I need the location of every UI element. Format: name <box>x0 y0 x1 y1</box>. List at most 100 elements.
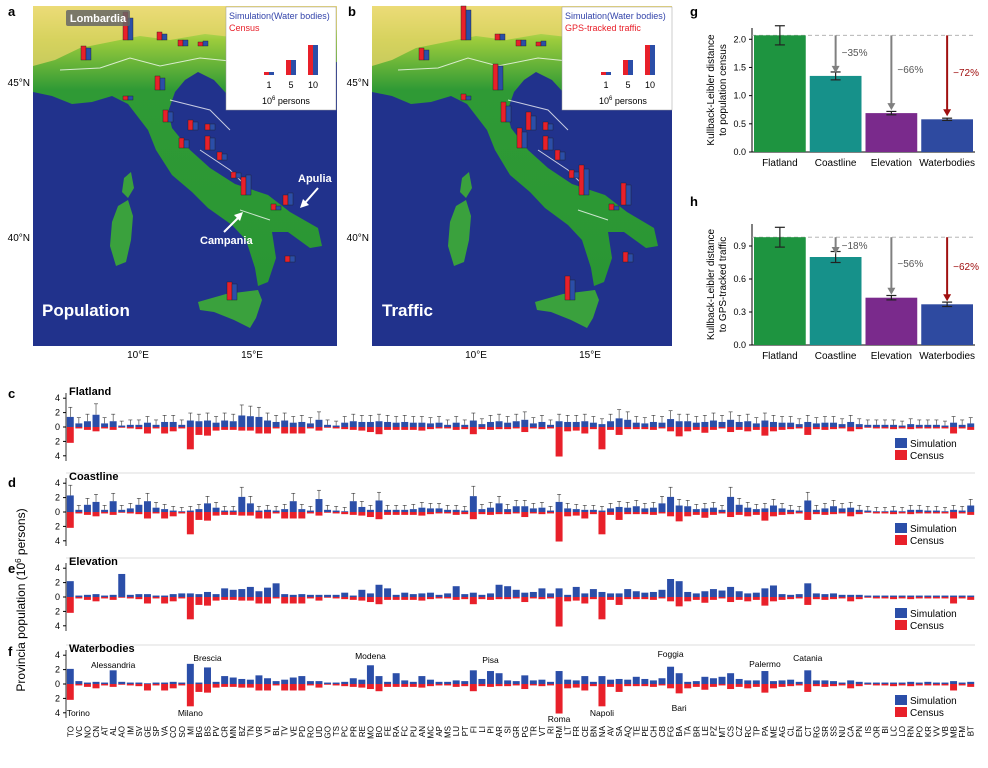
xtick-VI: VI <box>264 726 273 734</box>
sim-bar-VI <box>264 420 272 427</box>
census-bar-BR <box>692 427 700 430</box>
xtick-CA: CA <box>847 725 856 737</box>
sim-bar-MS <box>444 509 452 512</box>
census-bar-PR <box>349 684 357 687</box>
census-bar-AQ <box>624 597 632 600</box>
census-bar-MS <box>444 597 452 599</box>
xtick-UD: UD <box>315 726 324 738</box>
sim-bar-RA <box>392 673 400 684</box>
census-bar-PE <box>641 684 649 687</box>
census-bar-BS <box>204 597 211 606</box>
sim-bar-FC <box>401 509 409 512</box>
census-bar-BT <box>967 597 975 600</box>
census-bar-FR <box>572 597 580 601</box>
xtick-CO: CO <box>169 726 178 738</box>
sim-bar-NU <box>838 424 846 427</box>
map-b-scale-1: 1 <box>603 80 608 90</box>
sim-bar-LE <box>701 421 709 427</box>
sim-bar-CA <box>847 421 855 427</box>
sim-bar-UD <box>315 419 323 427</box>
census-bar-SA <box>615 597 623 605</box>
map-b-traffic-bar <box>564 275 571 301</box>
census-bar-PR <box>349 597 357 600</box>
sim-bar-SV <box>135 594 143 597</box>
sim-bar-CH <box>649 507 657 512</box>
sim-bar-MT <box>718 676 726 684</box>
census-bar-VB <box>941 512 949 514</box>
census-bar-MC <box>426 512 434 515</box>
xtick-RN: RN <box>907 726 916 738</box>
sim-bar-ME <box>769 421 777 427</box>
sim-bar-CT <box>804 421 812 427</box>
kl-h-reduction-label: −18% <box>842 241 868 252</box>
sim-bar-IM <box>126 508 134 512</box>
census-bar-TS <box>332 684 340 686</box>
xtick-VE: VE <box>289 726 298 737</box>
census-bar-CL <box>787 427 795 430</box>
census-bar-BN <box>589 597 597 600</box>
census-bar-LU <box>452 684 460 687</box>
census-bar-LU <box>452 427 460 430</box>
city-label-napoli: Napoli <box>590 708 614 718</box>
census-bar-VR <box>255 427 263 434</box>
census-bar-LE <box>701 597 709 603</box>
sim-bar-LI <box>478 594 486 597</box>
census-bar-NU <box>838 427 846 429</box>
sim-bar-TA <box>684 681 692 684</box>
xtick-SS: SS <box>830 726 839 737</box>
census-bar-PA <box>761 597 769 606</box>
kl-h-ylabel-line2: to GPS-tracked traffic <box>718 237 729 332</box>
sim-bar-PC <box>341 422 349 427</box>
row-ytick-label: 4 <box>55 478 60 488</box>
kl-h-xtick-label: Elevation <box>871 351 912 362</box>
sim-bar-MB <box>950 422 958 427</box>
map-b-sim-bar <box>547 137 554 151</box>
census-bar-GO <box>324 512 332 513</box>
sim-bar-GO <box>324 682 332 684</box>
sim-bar-KR <box>924 681 932 684</box>
census-bar-MI <box>186 427 194 450</box>
sim-bar-PN <box>855 594 863 597</box>
sim-bar-TE <box>632 676 640 684</box>
row-legend-census: Census <box>910 708 944 719</box>
sim-bar-AT <box>101 595 109 597</box>
xtick-MI: MI <box>186 726 195 735</box>
sim-bar-RE <box>358 421 366 427</box>
census-bar-SP <box>152 684 160 686</box>
sim-bar-RO <box>306 510 314 512</box>
map-b-sim-bar <box>520 39 527 47</box>
sim-bar-TE <box>632 422 640 427</box>
provincia-bar-rows: 42024FlatlandSimulationCensus42024Coastl… <box>55 386 976 739</box>
sim-bar-RO <box>306 594 314 597</box>
census-bar-BT <box>967 512 975 515</box>
xtick-RG: RG <box>812 726 821 738</box>
xtick-BO: BO <box>375 726 384 738</box>
map-a-sim-bar <box>231 283 238 301</box>
census-bar-PE <box>641 512 649 515</box>
xtick-MN: MN <box>229 726 238 739</box>
map-a-corsica <box>122 172 134 198</box>
census-bar-SA <box>615 427 623 435</box>
xtick-EN: EN <box>795 726 804 737</box>
sim-bar-PT <box>461 594 469 597</box>
census-bar-CB <box>658 597 666 599</box>
sim-bar-SS <box>830 681 837 684</box>
census-bar-PD <box>298 597 306 604</box>
census-bar-KR <box>924 427 932 429</box>
census-bar-LT <box>564 684 572 689</box>
row-legend-census-swatch <box>895 707 907 717</box>
census-bar-LO <box>898 684 906 686</box>
sim-bar-RI <box>547 593 555 597</box>
sim-bar-LI <box>478 424 486 427</box>
sim-bar-FE <box>384 509 392 512</box>
census-bar-VB <box>941 684 949 686</box>
sim-bar-AL <box>109 670 117 684</box>
sim-bar-PI <box>486 593 494 597</box>
census-bar-AP <box>435 684 443 686</box>
sim-bar-AR <box>495 673 503 684</box>
census-bar-MC <box>426 427 434 430</box>
kl-h-xtick-label: Flatland <box>762 351 798 362</box>
sim-bar-CB <box>658 422 666 427</box>
sim-bar-VT <box>538 507 546 512</box>
